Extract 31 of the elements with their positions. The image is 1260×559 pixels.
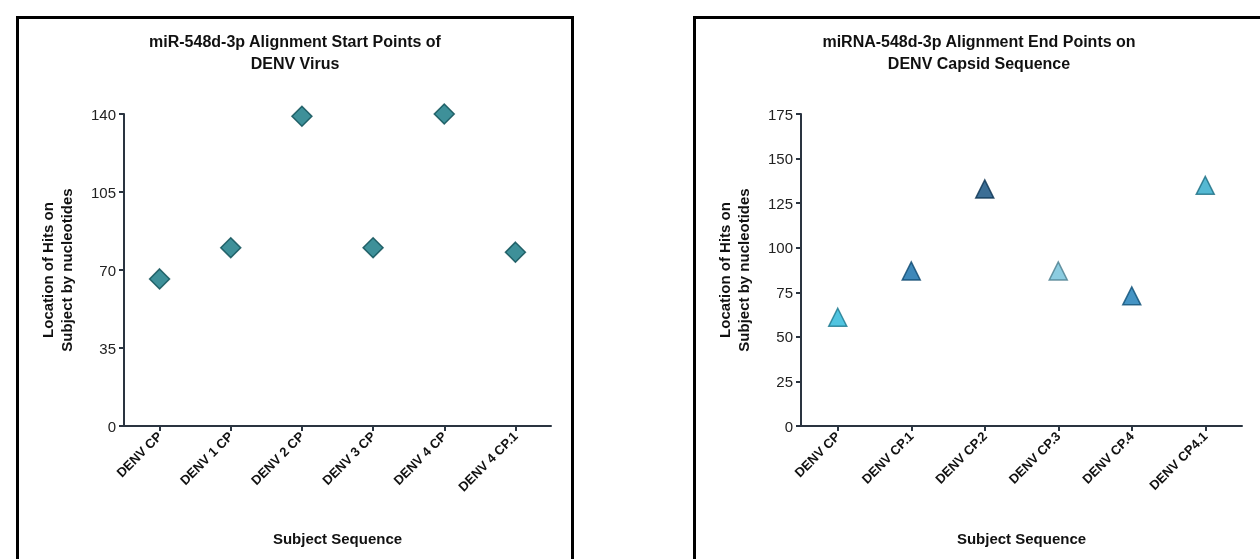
y-tick-label: 150 [767, 150, 793, 168]
x-axis-title: Subject Sequence [272, 530, 403, 547]
point [148, 268, 171, 290]
y-axis-title: Location of Hits on Subject by nucleotides [39, 188, 75, 352]
y-tick-label: 0 [784, 417, 793, 435]
point [901, 261, 921, 281]
y-tick-label: 105 [90, 183, 116, 201]
y-tick-label: 0 [107, 417, 116, 435]
y-tick-label: 70 [99, 261, 116, 279]
y-tick-label: 75 [776, 283, 793, 301]
y-tick-label: 35 [99, 339, 116, 357]
point [291, 105, 313, 127]
y-tick-label: 140 [90, 105, 116, 123]
point [504, 241, 527, 263]
point [1122, 286, 1142, 306]
point [433, 103, 455, 125]
y-tick-label: 100 [767, 239, 793, 257]
y-tick-label: 25 [776, 372, 793, 390]
point [1195, 175, 1215, 196]
y-tick-label: 125 [767, 194, 793, 212]
chart-title: miRNA-548d-3p Alignment End Points on DENV Capsid Sequence [822, 32, 1136, 72]
point [975, 179, 995, 199]
chart-title: miR-548d-3p Alignment Start Points of DENV Virus [149, 32, 442, 72]
point [828, 307, 848, 327]
y-axis-title: Location of Hits on Subject by nucleotides [716, 188, 752, 352]
point [1048, 261, 1068, 281]
point [220, 236, 242, 259]
point [362, 236, 384, 259]
y-tick-label: 175 [767, 105, 793, 123]
x-axis-title: Subject Sequence [956, 530, 1087, 547]
y-tick-label: 50 [776, 328, 793, 346]
